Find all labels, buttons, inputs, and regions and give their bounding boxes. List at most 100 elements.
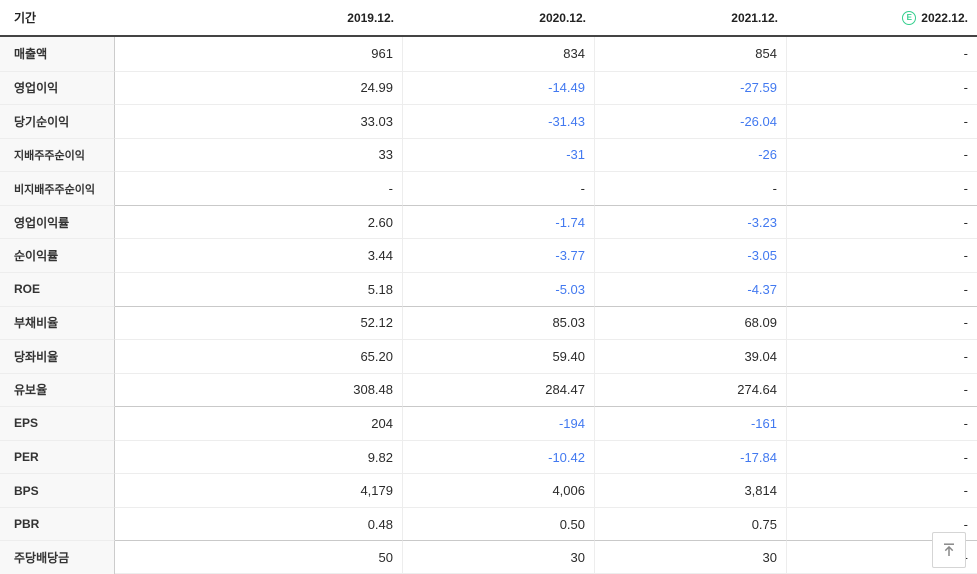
table-body: 매출액 961 834 854- 영업이익 24.99 -14.49 -27.59- 당기순이익… xyxy=(0,37,977,574)
value-cell: 39.04 xyxy=(595,339,787,373)
table-row: BPS 4,179 4,006 3,814- xyxy=(0,473,977,507)
row-label: 비지배주주순이익 xyxy=(0,171,115,205)
column-header-2022-12-label: 2022.12. xyxy=(921,10,968,25)
value-cell: -27.59 xyxy=(595,70,787,105)
value-cell: - xyxy=(787,473,977,507)
value-cell: 204 xyxy=(115,406,403,440)
table-row: 순이익률 3.44 -3.77 -3.05- xyxy=(0,238,977,272)
value-cell: - xyxy=(963,46,968,62)
table-row: 비지배주주순이익 - - - - xyxy=(0,171,977,205)
row-label: 영업이익 xyxy=(0,70,115,105)
table-row: 부채비율 52.12 85.03 68.09- xyxy=(0,305,977,340)
value-cell: - xyxy=(115,171,403,205)
value-cell: 3,814 xyxy=(595,473,787,507)
value-cell: - xyxy=(787,506,977,541)
value-cell: 33 xyxy=(115,137,403,172)
value-cell: 30 xyxy=(595,540,787,574)
value-cell: 33.03 xyxy=(115,104,403,138)
row-label: 지배주주순이익 xyxy=(0,137,115,172)
value-cell: -26.04 xyxy=(595,104,787,138)
table-row: 영업이익 24.99 -14.49 -27.59- xyxy=(0,70,977,105)
value-cell: -194 xyxy=(403,406,595,440)
value-cell: 961 xyxy=(115,37,403,71)
value-cell: -161 xyxy=(595,406,787,440)
value-cell: -31 xyxy=(403,137,595,172)
value-cell: - xyxy=(787,204,977,239)
column-header-2022-12: E 2022.12. xyxy=(787,0,977,35)
value-cell: 85.03 xyxy=(403,305,595,340)
value-cell: -3.23 xyxy=(595,204,787,239)
value-cell: 9.82 xyxy=(115,439,403,474)
value-cell: -5.03 xyxy=(403,271,595,306)
value-cell: -31.43 xyxy=(403,104,595,138)
value-cell: 24.99 xyxy=(115,70,403,105)
value-cell: - xyxy=(595,171,787,205)
value-cell: - xyxy=(787,104,977,138)
row-label: 유보율 xyxy=(0,372,115,407)
value-cell: 68.09 xyxy=(595,305,787,340)
value-cell: 59.40 xyxy=(403,339,595,373)
table-row: EPS 204 -194 -161- xyxy=(0,406,977,440)
value-cell: - xyxy=(787,271,977,306)
table-header: 기간 2019.12. 2020.12. 2021.12. E 2022.12. xyxy=(0,0,977,37)
column-header-2019-12: 2019.12. xyxy=(347,10,394,25)
table-row: 당기순이익 33.03 -31.43 -26.04- xyxy=(0,104,977,138)
table-row: PER 9.82 -10.42 -17.84- xyxy=(0,439,977,474)
column-header-2020-12: 2020.12. xyxy=(539,10,586,25)
value-cell: -3.05 xyxy=(595,238,787,272)
value-cell: 0.50 xyxy=(403,506,595,541)
value-cell: 30 xyxy=(403,540,595,574)
table-row: 영업이익률 2.60 -1.74 -3.23- xyxy=(0,204,977,239)
row-label: PER xyxy=(0,439,115,474)
value-cell: - xyxy=(787,171,977,205)
value-cell: -10.42 xyxy=(403,439,595,474)
value-cell: 65.20 xyxy=(115,339,403,373)
value-cell: -14.49 xyxy=(403,70,595,105)
row-label: ROE xyxy=(0,271,115,306)
value-cell: 0.75 xyxy=(595,506,787,541)
row-label: EPS xyxy=(0,406,115,440)
value-cell: - xyxy=(787,339,977,373)
value-cell: 5.18 xyxy=(115,271,403,306)
row-label: 주당배당금 xyxy=(0,540,115,574)
arrow-up-to-line-icon xyxy=(944,543,954,556)
scroll-to-top-button[interactable] xyxy=(932,532,966,568)
value-cell: - xyxy=(403,171,595,205)
table-row: ROE 5.18 -5.03 -4.37- xyxy=(0,271,977,306)
value-cell: -4.37 xyxy=(595,271,787,306)
table-row: 당좌비율 65.20 59.40 39.04- xyxy=(0,339,977,373)
row-label: 부채비율 xyxy=(0,305,115,340)
value-cell: -3.77 xyxy=(403,238,595,272)
table-row: 유보율 308.48 284.47 274.64- xyxy=(0,372,977,407)
row-label: BPS xyxy=(0,473,115,507)
value-cell: - xyxy=(787,439,977,474)
value-cell: - xyxy=(787,238,977,272)
value-cell: -26 xyxy=(595,137,787,172)
value-cell: - xyxy=(787,137,977,172)
period-header-label: 기간 xyxy=(14,11,37,25)
value-cell: 834 xyxy=(403,37,595,71)
value-cell: 4,006 xyxy=(403,473,595,507)
value-cell: 4,179 xyxy=(115,473,403,507)
value-cell: -17.84 xyxy=(595,439,787,474)
row-label: 당좌비율 xyxy=(0,339,115,373)
value-cell: - xyxy=(787,372,977,407)
table-row: 매출액 961 834 854 - xyxy=(0,37,977,71)
table-row: PBR 0.48 0.50 0.75- xyxy=(0,506,977,541)
value-cell: 308.48 xyxy=(115,372,403,407)
row-label: 당기순이익 xyxy=(0,104,115,138)
column-header-2021-12: 2021.12. xyxy=(731,10,778,25)
value-cell: 3.44 xyxy=(115,238,403,272)
row-label: 매출액 xyxy=(0,37,115,71)
value-cell: 854 xyxy=(595,37,787,71)
value-cell: 52.12 xyxy=(115,305,403,340)
estimate-icon: E xyxy=(902,10,917,25)
row-label: 순이익률 xyxy=(0,238,115,272)
value-cell: -1.74 xyxy=(403,204,595,239)
value-cell: 50 xyxy=(115,540,403,574)
value-cell: - xyxy=(787,70,977,105)
row-label: 영업이익률 xyxy=(0,204,115,239)
value-cell: - xyxy=(787,305,977,340)
